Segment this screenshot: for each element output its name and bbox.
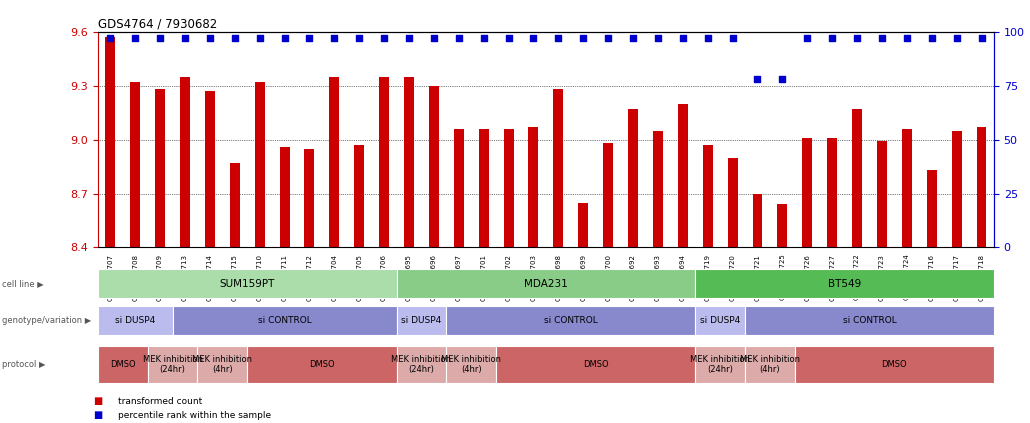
Bar	[428, 85, 439, 247]
Point	[525, 35, 542, 41]
Point	[949, 35, 965, 41]
Text: GDS4764 / 7930682: GDS4764 / 7930682	[98, 18, 217, 30]
Bar	[952, 131, 962, 247]
Text: si CONTROL: si CONTROL	[843, 316, 896, 325]
Point	[849, 35, 865, 41]
Point	[724, 35, 741, 41]
Point	[227, 35, 243, 41]
Bar	[604, 143, 613, 247]
Bar	[279, 147, 289, 247]
Bar	[379, 77, 389, 247]
Bar	[330, 77, 339, 247]
Point	[699, 35, 716, 41]
Bar	[254, 82, 265, 247]
Point	[401, 35, 417, 41]
Text: percentile rank within the sample: percentile rank within the sample	[118, 411, 272, 420]
Point	[650, 35, 666, 41]
Bar	[778, 204, 787, 247]
Point	[450, 35, 467, 41]
Bar	[553, 89, 563, 247]
Bar	[678, 104, 688, 247]
Bar	[504, 129, 514, 247]
Point	[675, 35, 691, 41]
Point	[924, 35, 940, 41]
Point	[276, 35, 293, 41]
Bar	[454, 129, 464, 247]
Point	[625, 35, 642, 41]
Point	[202, 35, 218, 41]
Bar	[702, 145, 713, 247]
Point	[177, 35, 194, 41]
Point	[102, 35, 118, 41]
Bar	[230, 163, 240, 247]
Text: MEK inhibition
(4hr): MEK inhibition (4hr)	[193, 354, 252, 374]
Bar	[653, 131, 663, 247]
Bar	[976, 127, 987, 247]
Text: si CONTROL: si CONTROL	[544, 316, 597, 325]
Bar	[180, 77, 190, 247]
Point	[898, 35, 915, 41]
Point	[301, 35, 317, 41]
Text: MEK inhibition
(24hr): MEK inhibition (24hr)	[391, 354, 451, 374]
Point	[251, 35, 268, 41]
Bar	[404, 77, 414, 247]
Bar	[354, 145, 365, 247]
Text: MEK inhibition
(24hr): MEK inhibition (24hr)	[690, 354, 750, 374]
Text: genotype/variation ▶: genotype/variation ▶	[2, 316, 92, 325]
Text: DMSO: DMSO	[110, 360, 136, 369]
Point	[599, 35, 616, 41]
Text: SUM159PT: SUM159PT	[219, 279, 275, 289]
Bar	[130, 82, 140, 247]
Text: MEK inhibition
(24hr): MEK inhibition (24hr)	[142, 354, 203, 374]
Text: MEK inhibition
(4hr): MEK inhibition (4hr)	[740, 354, 800, 374]
Point	[127, 35, 143, 41]
Point	[550, 35, 566, 41]
Point	[376, 35, 392, 41]
Bar	[927, 170, 936, 247]
Point	[327, 35, 343, 41]
Bar	[628, 109, 638, 247]
Bar	[156, 89, 165, 247]
Point	[749, 76, 765, 82]
Point	[425, 35, 442, 41]
Bar	[827, 138, 837, 247]
Bar	[902, 129, 912, 247]
Text: protocol ▶: protocol ▶	[2, 360, 45, 369]
Bar	[802, 138, 813, 247]
Point	[799, 35, 816, 41]
Text: si CONTROL: si CONTROL	[258, 316, 311, 325]
Point	[575, 35, 591, 41]
Bar	[105, 37, 115, 247]
Text: transformed count: transformed count	[118, 396, 203, 406]
Point	[873, 35, 890, 41]
Point	[501, 35, 517, 41]
Point	[775, 76, 791, 82]
Text: si DUSP4: si DUSP4	[402, 316, 442, 325]
Text: DMSO: DMSO	[309, 360, 335, 369]
Bar	[479, 129, 488, 247]
Bar	[852, 109, 862, 247]
Text: si DUSP4: si DUSP4	[115, 316, 156, 325]
Point	[476, 35, 492, 41]
Text: cell line ▶: cell line ▶	[2, 279, 44, 288]
Bar	[305, 148, 314, 247]
Text: si DUSP4: si DUSP4	[700, 316, 741, 325]
Text: MEK inhibition
(4hr): MEK inhibition (4hr)	[441, 354, 502, 374]
Bar	[578, 203, 588, 247]
Text: DMSO: DMSO	[882, 360, 907, 369]
Point	[151, 35, 168, 41]
Bar	[753, 194, 762, 247]
Point	[973, 35, 990, 41]
Text: ■: ■	[93, 410, 102, 420]
Text: ■: ■	[93, 396, 102, 406]
Bar	[528, 127, 539, 247]
Text: MDA231: MDA231	[524, 279, 568, 289]
Bar	[205, 91, 215, 247]
Text: DMSO: DMSO	[583, 360, 609, 369]
Bar	[877, 141, 887, 247]
Point	[824, 35, 840, 41]
Text: BT549: BT549	[828, 279, 861, 289]
Point	[351, 35, 368, 41]
Bar	[727, 158, 737, 247]
